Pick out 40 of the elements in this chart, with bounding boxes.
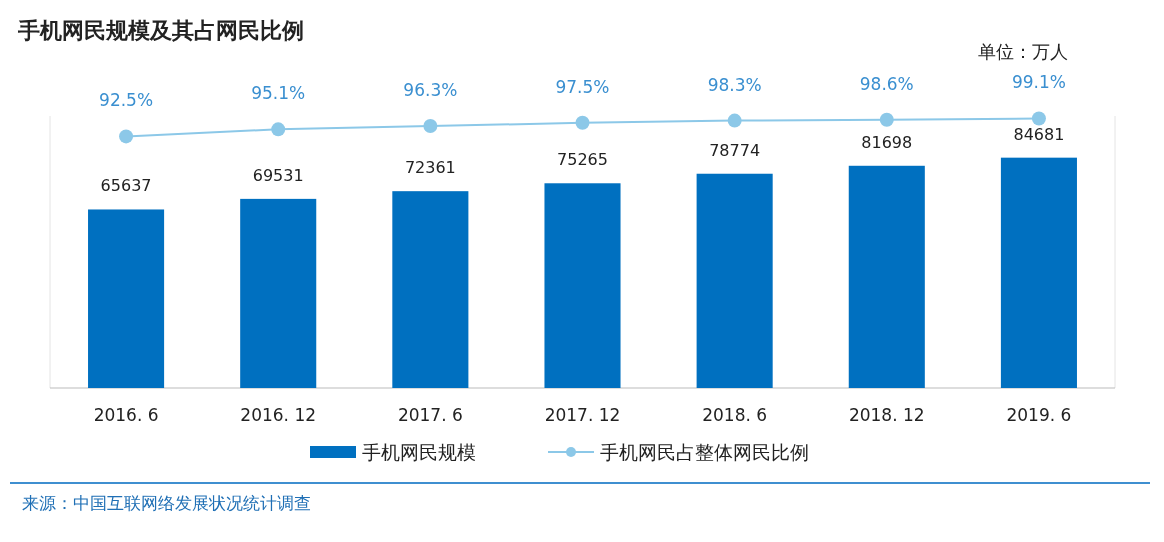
data-label: 99.1%	[1011, 72, 1066, 93]
legend-label: 手机网民规模	[362, 441, 476, 463]
data-label: 75265	[557, 150, 608, 170]
legend-label: 手机网民占整体网民比例	[600, 441, 809, 463]
data-label: 81698	[861, 132, 913, 152]
bar	[848, 165, 925, 388]
chart-title: 手机网民规模及其占网民比例	[17, 18, 304, 43]
bar	[696, 173, 773, 388]
x-tick-label: 2018. 12	[848, 405, 925, 425]
x-tick-label: 2016. 12	[240, 405, 317, 425]
point	[1031, 111, 1046, 126]
source-note: 来源：中国互联网络发展状况统计调查	[22, 493, 311, 513]
data-label: 69531	[252, 165, 304, 185]
data-label: 78774	[709, 140, 761, 160]
x-tick-label: 2018. 6	[702, 405, 768, 425]
x-tick-label: 2017. 12	[544, 405, 621, 425]
bar	[88, 209, 165, 388]
text: 单位：万人	[978, 41, 1068, 62]
point	[271, 122, 286, 137]
point	[727, 113, 742, 128]
data-label: 98.6%	[859, 73, 914, 94]
data-label: 95.1%	[251, 83, 306, 104]
x-tick-label: 2019. 6	[1006, 405, 1072, 425]
bar	[240, 198, 317, 388]
point	[119, 129, 134, 144]
point	[575, 115, 590, 130]
bar	[544, 183, 621, 388]
x-tick-label: 2016. 6	[93, 405, 159, 425]
data-label: 97.5%	[555, 76, 610, 97]
data-label: 98.3%	[707, 74, 762, 95]
data-label: 92.5%	[99, 90, 154, 111]
point	[879, 112, 894, 127]
point	[423, 119, 438, 134]
data-label: 65637	[100, 176, 152, 196]
data-label: 96.3%	[403, 80, 458, 101]
x-tick-label: 2017. 6	[397, 405, 463, 425]
bar	[392, 191, 469, 388]
bar	[1000, 157, 1077, 388]
data-label: 84681	[1013, 124, 1065, 144]
data-label: 72361	[404, 158, 456, 178]
